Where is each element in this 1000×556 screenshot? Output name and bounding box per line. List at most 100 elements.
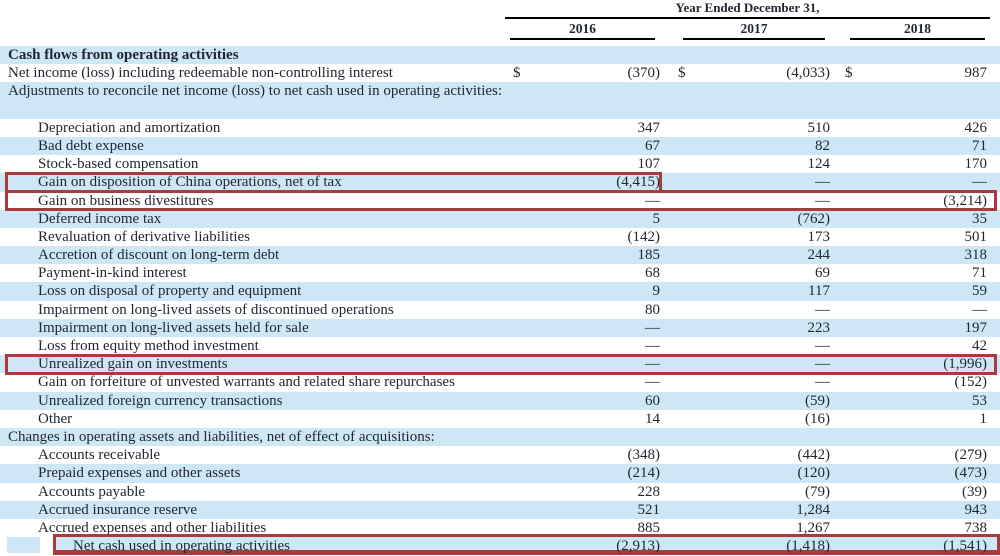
table-row: Adjustments to reconcile net income (los… xyxy=(0,82,1000,119)
value-column-2017: (16) xyxy=(678,410,830,428)
value-column-2016: 68 xyxy=(505,264,660,282)
table-row: Accretion of discount on long-term debt 1… xyxy=(0,246,1000,265)
year-header-2018: 2018 xyxy=(845,21,990,40)
cell-value-2017: 173 xyxy=(807,228,831,245)
table-body: Cash flows from operating activities Net … xyxy=(0,46,1000,556)
value-column-2018: 71 xyxy=(845,137,990,155)
value-column-2016: 347 xyxy=(505,119,661,137)
value-column-2017: 244 xyxy=(678,246,831,264)
cell-value-2016: 9 xyxy=(652,283,661,300)
row-label: Payment-in-kind interest xyxy=(38,265,187,282)
cell-value-2017: — xyxy=(815,174,830,191)
cell-value-2016: 521 xyxy=(637,501,661,518)
cell-value-2018: 501 xyxy=(964,228,988,245)
cell-value-2017: 1,284 xyxy=(796,501,830,518)
value-column-2017: (762) xyxy=(678,210,831,228)
cell-value-2018: 71 xyxy=(972,137,987,154)
cell-value-2017: (59) xyxy=(805,392,830,409)
cell-value-2017: 1,267 xyxy=(796,519,830,536)
value-column-2016: (142) xyxy=(505,228,661,246)
cell-value-2016: (4,415) xyxy=(616,174,660,191)
table-row: Gain on disposition of China operations,… xyxy=(0,171,1000,194)
value-column-2018: (39) xyxy=(845,483,990,501)
value-column-2016: 14 xyxy=(505,410,660,428)
row-label: Depreciation and amortization xyxy=(38,119,221,136)
value-column-2017: (79) xyxy=(678,483,830,501)
row-label: Gain on disposition of China operations,… xyxy=(38,174,342,191)
cell-value-2018: 943 xyxy=(964,501,988,518)
table-row: Accounts payable 228 (79) (39) xyxy=(0,483,1000,501)
cell-value-2018: 318 xyxy=(964,247,988,264)
row-label: Unrealized gain on investments xyxy=(38,356,228,373)
cell-value-2017: — xyxy=(815,374,830,391)
value-column-2017: 1,284 xyxy=(678,501,830,519)
currency-symbol: $ xyxy=(513,65,521,82)
value-column-2017: 69 xyxy=(678,264,830,282)
row-label: Accounts receivable xyxy=(38,447,161,464)
cell-value-2018: 426 xyxy=(964,119,988,136)
row-label: Loss from equity method investment xyxy=(38,338,259,355)
cell-value-2018: (1,996) xyxy=(943,356,987,373)
row-label: Net cash used in operating activities xyxy=(73,538,291,555)
table-row: Accrued expenses and other liabilities 88… xyxy=(0,519,1000,537)
cell-value-2017: — xyxy=(815,356,830,373)
value-column-2018: 71 xyxy=(845,264,990,282)
table-row: Unrealized foreign currency transactions… xyxy=(0,391,1000,410)
currency-symbol: $ xyxy=(678,65,686,82)
value-column-2018: (1,541) xyxy=(845,537,990,555)
value-column-2018: 943 xyxy=(845,501,990,519)
cell-value-2016: — xyxy=(645,192,660,209)
cell-value-2018: 1 xyxy=(979,410,988,427)
year-headers: 2016 2017 2018 xyxy=(505,21,990,40)
cell-value-2016: 67 xyxy=(645,137,660,154)
table-row: Net cash used in operating activities (2,… xyxy=(0,534,1000,556)
table-row: Bad debt expense 67 82 71 xyxy=(0,136,1000,156)
value-column-2016: 185 xyxy=(505,246,661,264)
cell-value-2018: 738 xyxy=(964,519,988,536)
row-label: Accounts payable xyxy=(38,483,146,500)
cell-value-2017: (16) xyxy=(805,410,830,427)
cell-value-2018: (279) xyxy=(954,447,988,464)
row-label: Prepaid expenses and other assets xyxy=(38,465,241,482)
row-label: Bad debt expense xyxy=(38,137,144,154)
cell-value-2018: 170 xyxy=(964,156,988,173)
value-column-2016: (2,913) xyxy=(505,537,660,555)
value-column-2018: (1,996) xyxy=(845,355,990,373)
cell-value-2016: 60 xyxy=(645,392,660,409)
value-column-2016: $ (370) xyxy=(505,64,660,82)
cell-value-2016: 885 xyxy=(637,519,661,536)
value-column-2017: — xyxy=(678,373,830,391)
cell-value-2016: — xyxy=(645,319,660,336)
value-column-2018: 53 xyxy=(845,392,990,410)
value-column-2017: 117 xyxy=(678,282,830,300)
row-label: Impairment on long-lived assets of disco… xyxy=(38,301,394,318)
value-column-2017: (120) xyxy=(678,464,831,482)
cell-value-2017: (79) xyxy=(805,483,830,500)
table-row: Impairment on long-lived assets of disco… xyxy=(0,301,1000,319)
cell-value-2016: (2,913) xyxy=(616,538,660,555)
year-header-2016: 2016 xyxy=(505,21,660,40)
table-row: Gain on business divestitures — — (3,214) xyxy=(0,190,1000,212)
value-column-2016: 521 xyxy=(505,501,661,519)
value-column-2016: 9 xyxy=(505,282,661,300)
cell-value-2016: (214) xyxy=(627,465,661,482)
cell-value-2016: 185 xyxy=(637,247,661,264)
row-label: Accrued expenses and other liabilities xyxy=(38,519,267,536)
table-header: Year Ended December 31, 2016 2017 2018 xyxy=(0,0,1000,46)
cell-value-2016: 68 xyxy=(645,265,660,282)
row-label: Adjustments to reconcile net income (los… xyxy=(8,83,503,100)
row-label: Deferred income tax xyxy=(38,210,162,227)
cell-value-2017: 223 xyxy=(807,319,831,336)
cell-value-2017: — xyxy=(815,301,830,318)
row-label: Gain on business divestitures xyxy=(38,192,214,209)
value-column-2018: 501 xyxy=(845,228,990,246)
cell-value-2018: 197 xyxy=(964,319,988,336)
value-column-2017: — xyxy=(678,355,830,373)
value-column-2016: — xyxy=(505,373,660,391)
cell-value-2017: 117 xyxy=(808,283,830,300)
row-label: Cash flows from operating activities xyxy=(8,47,239,63)
cell-value-2017: 510 xyxy=(807,119,831,136)
value-column-2016: 67 xyxy=(505,137,660,155)
value-column-2016: 885 xyxy=(505,519,661,537)
